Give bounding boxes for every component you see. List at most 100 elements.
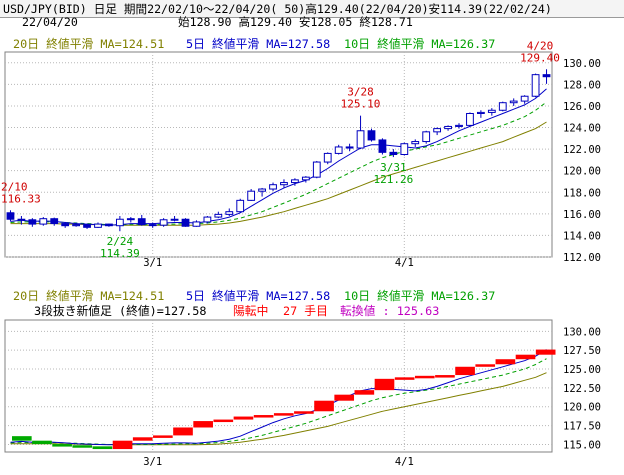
- candle-body: [498, 102, 507, 111]
- annotation-3-28-date: 3/28: [347, 86, 374, 99]
- lower-ma5-line: [10, 349, 547, 446]
- upper-y-tick: 114.00: [563, 230, 601, 242]
- lower-y-tick: 127.50: [563, 345, 601, 357]
- annotation-3-28-value: 125.10: [341, 98, 381, 111]
- upper-legend-ma20: 20日 終値平滑 MA=124.51: [13, 37, 164, 51]
- lower-ma10-line: [10, 358, 547, 445]
- candle-body: [422, 131, 431, 143]
- lower-y-tick: 122.50: [563, 383, 601, 395]
- candle-body: [6, 212, 15, 220]
- candle-body: [225, 211, 234, 215]
- header-bar: [0, 0, 624, 18]
- annotation-4-20-date: 4/20: [527, 39, 554, 52]
- renko-up-line: [515, 354, 536, 360]
- lower-legend-ma10: 10日 終値平滑 MA=126.37: [344, 289, 495, 303]
- renko-up-line: [435, 375, 455, 378]
- annotation-4-20-value: 129.40: [520, 51, 560, 64]
- candle-body: [291, 179, 299, 184]
- renko-info-value: 3段抜き新値足 (終値)=127.58: [34, 304, 207, 318]
- candle-body: [247, 190, 256, 201]
- renko-up-line: [334, 394, 355, 401]
- candle-body: [258, 188, 266, 192]
- renko-info-pivot: 転換値 : 125.63: [340, 304, 439, 318]
- candle-body: [94, 223, 102, 228]
- upper-ma5-line: [10, 88, 547, 226]
- candle-body: [520, 95, 529, 102]
- candle-body: [389, 151, 398, 155]
- candle-body: [411, 141, 420, 145]
- renko-info-state: 陽転中: [233, 304, 268, 318]
- renko-up-line: [394, 377, 415, 380]
- upper-ma20-line: [10, 121, 547, 226]
- upper-y-tick: 116.00: [563, 209, 601, 221]
- upper-ma10-line: [10, 101, 547, 226]
- renko-up-line: [294, 411, 314, 414]
- renko-up-line: [374, 378, 395, 391]
- candle-body: [148, 224, 157, 227]
- header-date: 22/04/20: [22, 15, 78, 29]
- candle-body: [72, 224, 81, 227]
- candle-body: [531, 74, 540, 97]
- upper-y-tick: 120.00: [563, 166, 601, 178]
- upper-y-tick: 126.00: [563, 101, 601, 113]
- candle-body: [236, 199, 245, 213]
- renko-up-line: [253, 415, 274, 418]
- renko-info-count: 27 手目: [283, 304, 328, 318]
- header-title: USD/JPY(BID) 日足 期間22/02/10～22/04/20( 50)…: [3, 2, 552, 16]
- upper-x-tick: 4/1: [395, 257, 414, 269]
- candle-body: [312, 161, 321, 178]
- candle-body: [345, 146, 354, 149]
- renko-down-line: [92, 446, 113, 450]
- annotation-3-31-value: 121.26: [373, 173, 413, 186]
- candle-body: [17, 218, 26, 221]
- candle-body: [192, 221, 201, 227]
- candle-body: [61, 223, 70, 227]
- upper-y-tick: 118.00: [563, 187, 601, 199]
- lower-legend-ma5: 5日 終値平滑 MA=127.58: [186, 289, 330, 303]
- candle-body: [115, 218, 124, 227]
- candle-body: [323, 152, 332, 163]
- candle-body: [334, 146, 343, 154]
- candle-body: [203, 216, 212, 223]
- upper-y-tick: 130.00: [563, 58, 601, 70]
- candle-body: [476, 111, 485, 114]
- candle-body: [433, 128, 442, 133]
- candle-body: [50, 218, 59, 225]
- annotation-2-10-value: 116.33: [1, 192, 41, 205]
- candle-body: [466, 113, 474, 126]
- candle-body: [280, 182, 288, 186]
- candle-body: [159, 219, 168, 226]
- renko-up-line: [535, 349, 556, 355]
- candle-body: [487, 109, 496, 113]
- annotation-2-10-date: 2/10: [1, 180, 28, 193]
- lower-x-tick: 4/1: [395, 456, 414, 468]
- candle-body: [509, 100, 518, 104]
- candle-body: [137, 218, 146, 226]
- upper-y-tick: 122.00: [563, 144, 601, 156]
- candle-body: [126, 218, 135, 221]
- renko-up-line: [495, 359, 516, 365]
- renko-up-line: [112, 440, 133, 450]
- lower-plot-frame: [4, 319, 553, 453]
- renko-up-line: [475, 364, 496, 367]
- lower-ma20-line: [10, 372, 547, 446]
- renko-up-line: [132, 437, 153, 441]
- candle-body: [39, 218, 48, 225]
- candle-body: [170, 218, 179, 221]
- upper-x-tick: 3/1: [143, 257, 162, 269]
- upper-legend-ma10: 10日 終値平滑 MA=126.37: [344, 37, 495, 51]
- lower-y-tick: 117.50: [563, 421, 601, 433]
- renko-down-line: [12, 436, 32, 441]
- upper-legend-ma5: 5日 終値平滑 MA=127.58: [186, 37, 330, 51]
- candle-body: [181, 218, 190, 227]
- candle-body: [356, 130, 365, 149]
- candle-body: [105, 223, 113, 227]
- upper-y-tick: 124.00: [563, 123, 601, 135]
- candle-body: [367, 130, 376, 141]
- header-ohlc: 始128.90 高129.40 安128.05 終128.71: [178, 15, 413, 29]
- candle-body: [269, 184, 277, 190]
- candle-body: [378, 139, 387, 153]
- upper-y-tick: 112.00: [563, 252, 601, 264]
- candle-body: [455, 124, 463, 127]
- renko-up-line: [193, 421, 213, 428]
